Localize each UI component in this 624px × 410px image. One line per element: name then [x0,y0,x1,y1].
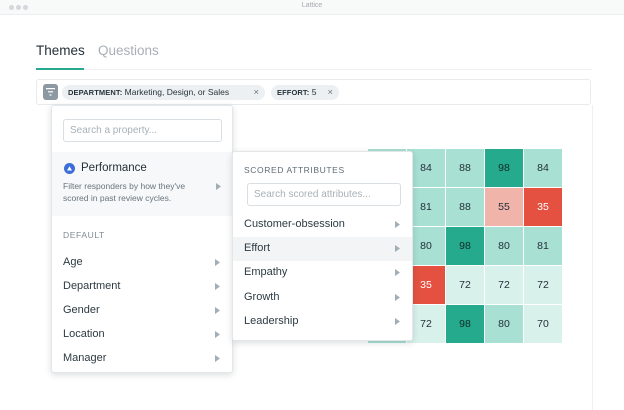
menu-item-department[interactable]: Department [52,275,232,299]
chevron-right-icon [395,221,400,228]
window-close-dot[interactable] [9,5,14,10]
section-label-default: DEFAULT [63,230,105,240]
heatmap-cell[interactable]: 55 [485,188,523,226]
window-zoom-dot[interactable] [23,5,28,10]
heatmap-cell[interactable]: 88 [446,188,484,226]
menu-item-label: Customer-obsession [244,218,345,230]
menu-item-empathy[interactable]: Empathy [233,261,412,285]
menu-item-label: Growth [244,291,280,303]
menu-item-label: Age [63,256,83,268]
heatmap-cell[interactable]: 81 [524,227,562,265]
filter-button[interactable] [43,84,58,100]
performance-option[interactable]: Performance Filter responders by how the… [52,152,232,216]
search-scored-attributes-input[interactable]: Search scored attributes... [247,183,401,206]
menu-item-leadership[interactable]: Leadership [233,310,412,334]
active-tab-indicator [36,68,84,70]
performance-icon [64,163,75,174]
menu-item-label: Manager [63,352,107,364]
performance-description: Filter responders by how they've scored … [63,181,186,203]
chevron-right-icon [395,294,400,301]
content-divider [592,105,593,410]
tabs-divider [36,69,592,70]
menu-item-location[interactable]: Location [52,323,232,347]
heatmap-cell[interactable]: 35 [524,188,562,226]
performance-title: Performance [81,162,147,174]
heatmap-cell[interactable]: 98 [446,305,484,343]
heatmap-cell[interactable]: 72 [446,266,484,304]
chevron-right-icon [215,331,220,338]
menu-item-growth[interactable]: Growth [233,286,412,310]
chevron-right-icon [395,318,400,325]
heatmap-cell[interactable]: 35 [407,266,445,304]
menu-item-age[interactable]: Age [52,251,232,275]
filter-bar: DEPARTMENT: Marketing, Design, or Sales … [36,79,591,105]
filter-chip-department[interactable]: DEPARTMENT: Marketing, Design, or Sales … [62,85,265,100]
chevron-right-icon [395,269,400,276]
window-title: Lattice [301,2,323,9]
heatmap-cell[interactable]: 88 [446,149,484,187]
chevron-right-icon [215,307,220,314]
menu-item-label: Gender [63,304,100,316]
heatmap-cell[interactable]: 72 [524,266,562,304]
chevron-right-icon [395,245,400,252]
chevron-right-icon [215,355,220,362]
menu-item-label: Empathy [244,266,288,278]
heatmap-cell[interactable]: 72 [485,266,523,304]
chevron-right-icon [215,259,220,266]
heatmap-cell[interactable]: 80 [485,305,523,343]
close-icon[interactable]: × [253,87,259,98]
heatmap-cell[interactable]: 84 [407,149,445,187]
menu-item-label: Leadership [244,315,299,327]
section-label-scored-attributes: SCORED ATTRIBUTES [244,165,345,175]
heatmap-cell[interactable]: 80 [407,227,445,265]
menu-item-label: Effort [244,242,271,254]
menu-item-gender[interactable]: Gender [52,299,232,323]
filter-chip-effort[interactable]: EFFORT: 5 × [271,85,339,100]
menu-item-effort[interactable]: Effort [233,237,412,261]
tab-questions[interactable]: Questions [98,43,159,58]
filter-chip-key: DEPARTMENT: [68,88,123,97]
heatmap-cell[interactable]: 81 [407,188,445,226]
tab-themes[interactable]: Themes [36,43,85,58]
heatmap-cell[interactable]: 72 [407,305,445,343]
filter-chip-value: 5 [311,87,317,97]
heatmap-cell[interactable]: 84 [524,149,562,187]
window-titlebar: Lattice [0,0,624,15]
heatmap-cell[interactable]: 98 [446,227,484,265]
search-property-input[interactable]: Search a property... [63,119,222,142]
menu-item-customer-obsession[interactable]: Customer-obsession [233,213,412,237]
heatmap-cell[interactable]: 98 [485,149,523,187]
scored-attributes-menu: SCORED ATTRIBUTES Search scored attribut… [232,151,413,341]
property-menu: Search a property... Performance Filter … [51,105,233,373]
filter-chip-key: EFFORT: [277,88,310,97]
menu-item-manager[interactable]: Manager [52,347,232,371]
menu-item-label: Department [63,280,121,292]
window-minimize-dot[interactable] [16,5,21,10]
filter-icon [46,88,55,96]
heatmap-cell[interactable]: 80 [485,227,523,265]
heatmap-cell[interactable]: 70 [524,305,562,343]
filter-chip-value: Marketing, Design, or Sales [124,87,230,97]
menu-item-label: Location [63,328,105,340]
chevron-right-icon [216,183,221,190]
close-icon[interactable]: × [327,87,333,98]
chevron-right-icon [215,283,220,290]
